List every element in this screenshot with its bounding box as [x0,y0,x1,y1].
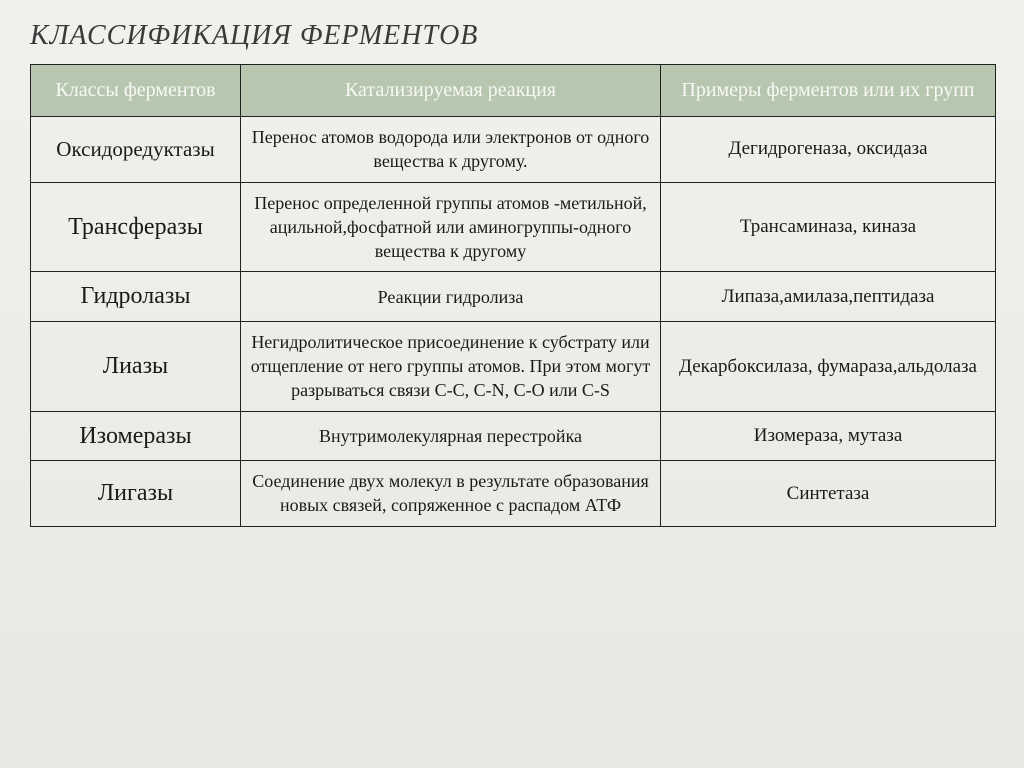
cell-class-name: Оксидоредуктазы [31,117,241,183]
table-row: ТрансферазыПеренос определенной группы а… [31,182,996,272]
cell-class-name: Трансферазы [31,182,241,272]
cell-examples: Изомераза, мутаза [661,411,996,460]
table-row: ЛиазыНегидролитическое присоединение к с… [31,321,996,411]
cell-examples: Декарбоксилаза, фумараза,альдолаза [661,321,996,411]
cell-examples: Липаза,амилаза,пептидаза [661,272,996,321]
table-row: ГидролазыРеакции гидролизаЛипаза,амилаза… [31,272,996,321]
table-row: ЛигазыСоединение двух молекул в результа… [31,461,996,527]
col-header-examples: Примеры ферментов или их групп [661,65,996,117]
table-row: ИзомеразыВнутримолекулярная перестройкаИ… [31,411,996,460]
cell-reaction: Внутримолекулярная перестройка [241,411,661,460]
cell-reaction: Перенос определенной группы атомов -мети… [241,182,661,272]
cell-class-name: Лиазы [31,321,241,411]
cell-class-name: Изомеразы [31,411,241,460]
col-header-class: Классы ферментов [31,65,241,117]
col-header-reaction: Катализируемая реакция [241,65,661,117]
table-header-row: Классы ферментов Катализируемая реакция … [31,65,996,117]
cell-reaction: Негидролитическое присоединение к субстр… [241,321,661,411]
cell-reaction: Перенос атомов водорода или электронов о… [241,117,661,183]
table-row: ОксидоредуктазыПеренос атомов водорода и… [31,117,996,183]
cell-reaction: Соединение двух молекул в результате обр… [241,461,661,527]
cell-class-name: Гидролазы [31,272,241,321]
cell-examples: Синтетаза [661,461,996,527]
cell-examples: Дегидрогеназа, оксидаза [661,117,996,183]
cell-class-name: Лигазы [31,461,241,527]
cell-reaction: Реакции гидролиза [241,272,661,321]
enzyme-table: Классы ферментов Катализируемая реакция … [30,64,996,527]
cell-examples: Трансаминаза, киназа [661,182,996,272]
page-title: КЛАССИФИКАЦИЯ ФЕРМЕНТОВ [30,20,994,52]
